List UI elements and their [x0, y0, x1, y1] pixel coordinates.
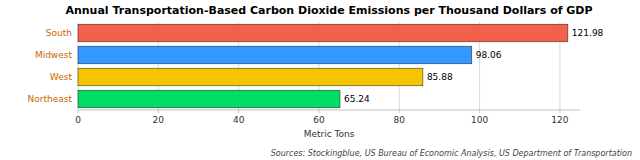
tick-label: 80: [394, 115, 406, 125]
tick-label: 120: [551, 115, 568, 125]
tick-mark: [399, 110, 400, 113]
tick-label: 20: [153, 115, 165, 125]
tick-label: 100: [471, 115, 488, 125]
title: Annual Transportation-Based Carbon Dioxi…: [65, 4, 592, 17]
data-label: 121.98: [572, 28, 604, 38]
tick-label: 40: [233, 115, 245, 125]
tick-mark: [318, 110, 319, 113]
tick-mark: [559, 110, 560, 113]
tick-label: 0: [75, 115, 81, 125]
bar: [78, 24, 568, 42]
tick-mark: [158, 110, 159, 113]
source-note: Sources: Stockingblue, US Bureau of Econ…: [271, 149, 632, 158]
category-label: West: [50, 72, 73, 82]
category-label: Northeast: [28, 94, 73, 104]
tick-label: 60: [313, 115, 325, 125]
tick-mark: [479, 110, 480, 113]
tick-mark: [238, 110, 239, 113]
bar: [78, 68, 423, 86]
chart: Annual Transportation-Based Carbon Dioxi…: [0, 0, 640, 160]
category-label: Midwest: [35, 50, 73, 60]
data-label: 98.06: [476, 50, 502, 60]
data-label: 85.88: [427, 72, 453, 82]
tick-mark: [78, 110, 79, 113]
data-label: 65.24: [344, 94, 370, 104]
x-axis-line: [78, 110, 580, 111]
x-axis-label: Metric Tons: [304, 129, 355, 139]
bar: [78, 46, 472, 64]
background: [0, 0, 640, 160]
bar: [78, 90, 340, 108]
category-label: South: [46, 28, 72, 38]
